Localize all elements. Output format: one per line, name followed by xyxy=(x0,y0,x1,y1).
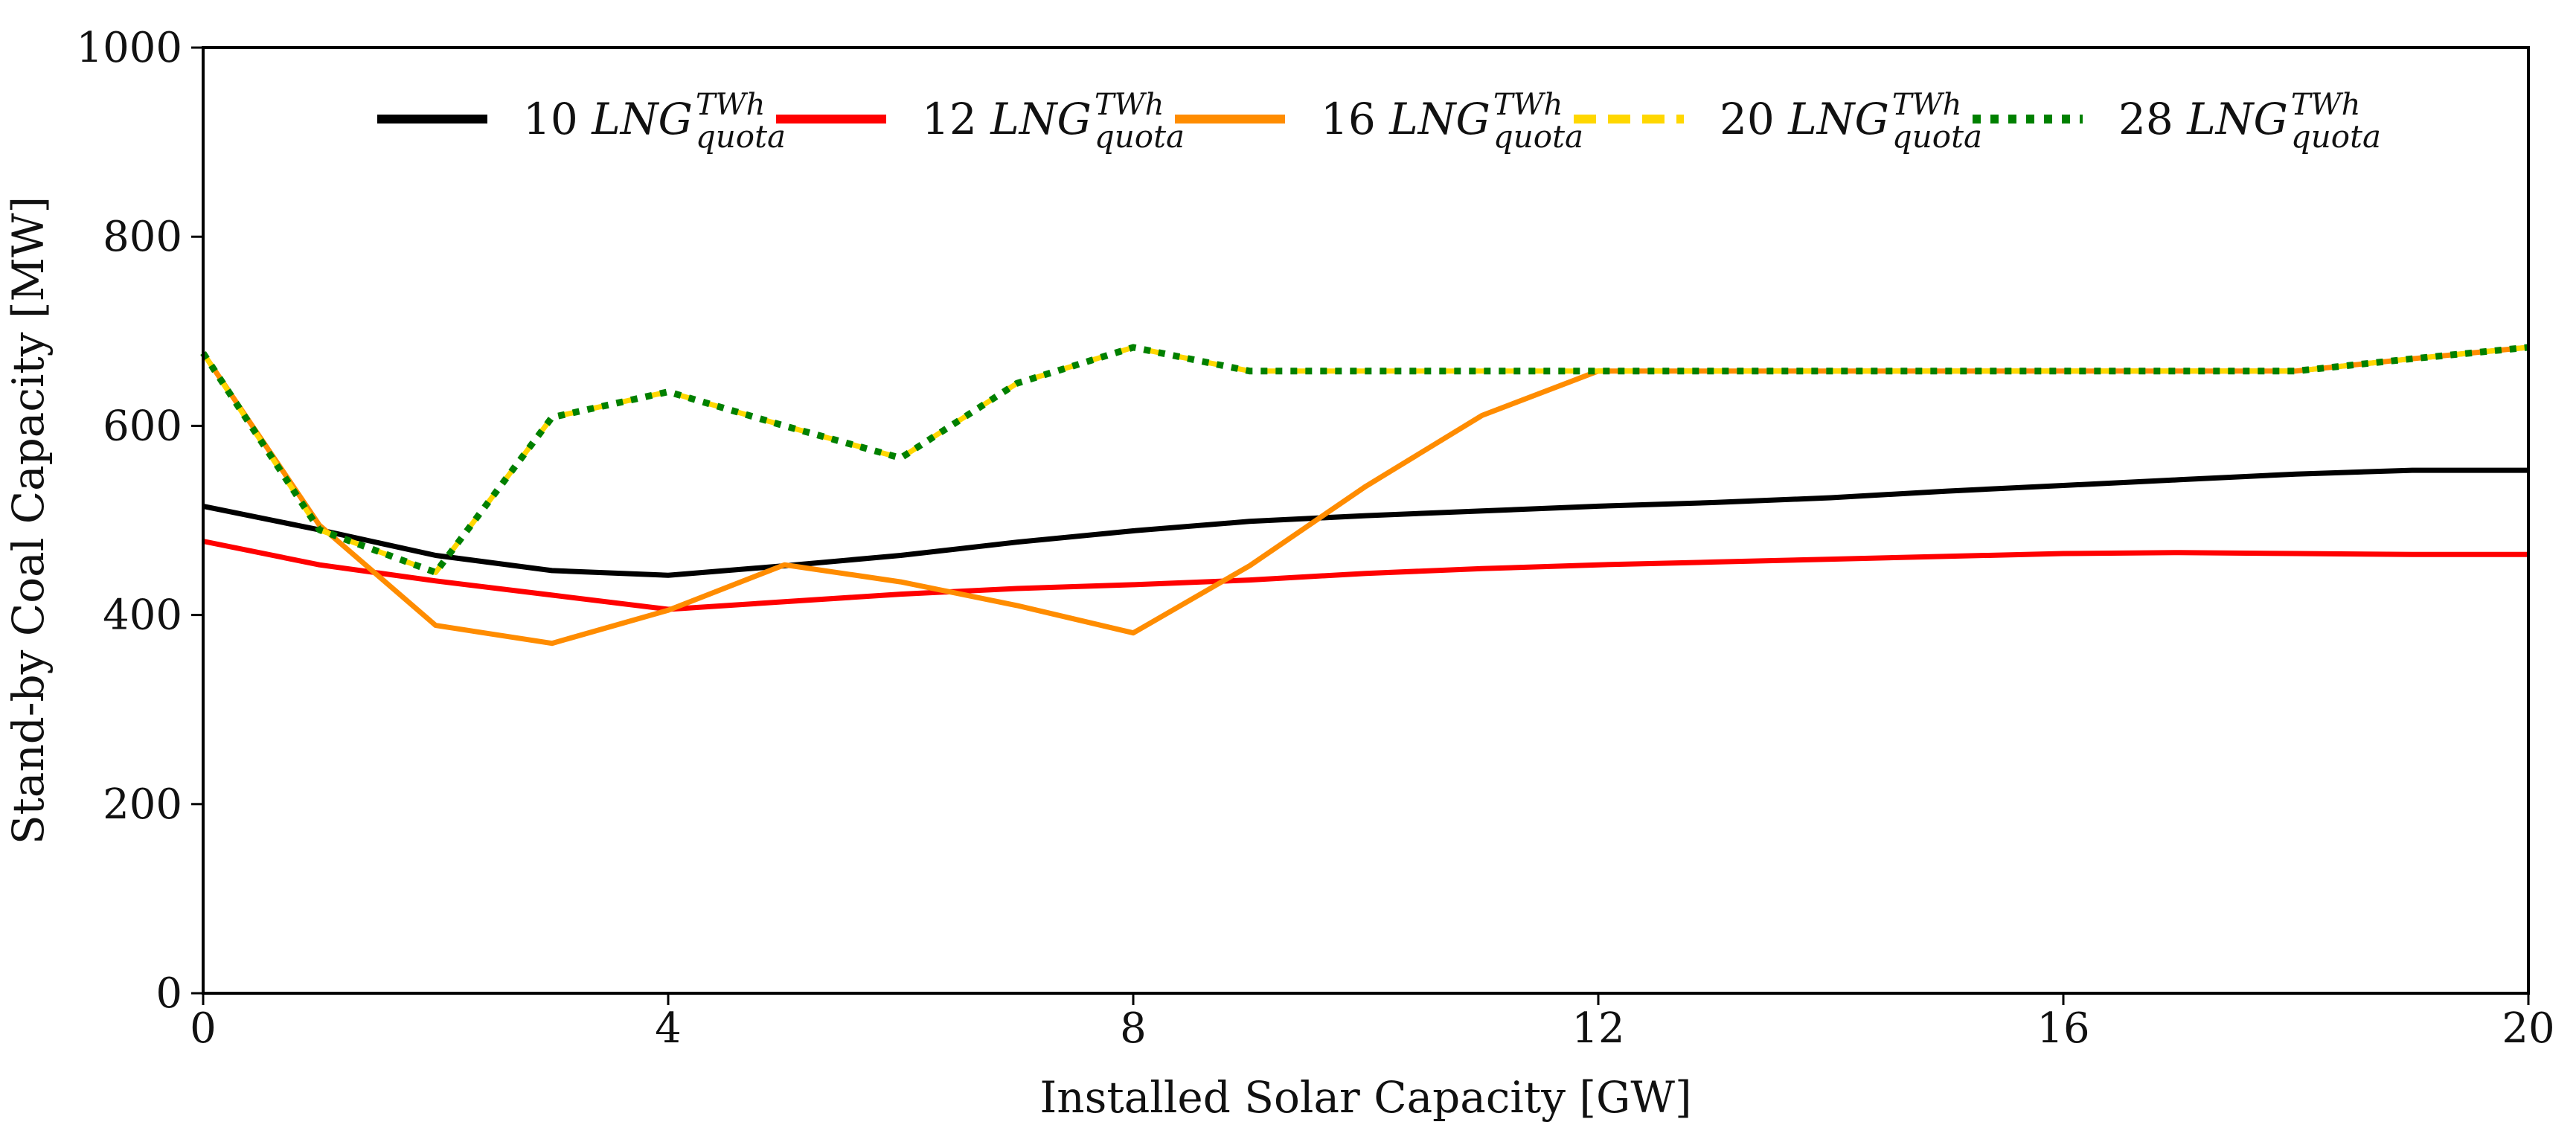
legend-subscript-20: quota xyxy=(1892,118,1982,155)
legend-label-12: 12 LNG xyxy=(922,94,1092,144)
y-axis-label: Stand-by Coal Capacity [MW] xyxy=(3,196,54,844)
x-tick-label: 20 xyxy=(2502,1004,2554,1053)
x-tick-label: 0 xyxy=(190,1004,217,1053)
legend-superscript-20: TWh xyxy=(1892,88,1962,122)
y-tick-label: 200 xyxy=(103,780,182,829)
legend-superscript-10: TWh xyxy=(696,88,766,122)
x-axis-label: Installed Solar Capacity [GW] xyxy=(1039,1072,1691,1123)
x-tick-label: 16 xyxy=(2037,1004,2089,1053)
legend-subscript-28: quota xyxy=(2291,118,2381,155)
series-line-10 xyxy=(202,467,2528,578)
series-line-28 xyxy=(200,344,2529,576)
y-tick-label: 1000 xyxy=(76,24,182,72)
legend-label-16: 16 LNG xyxy=(1321,94,1490,144)
legend-label-10: 10 LNG xyxy=(523,94,693,144)
plot-frame xyxy=(202,46,2530,995)
y-tick-label: 400 xyxy=(103,591,182,640)
y-tick-label: 600 xyxy=(103,402,182,450)
legend-subscript-12: quota xyxy=(1095,118,1185,155)
series-layer xyxy=(200,344,2529,647)
series-line-12 xyxy=(202,539,2528,612)
x-tick-label: 12 xyxy=(1571,1004,1624,1053)
legend-superscript-16: TWh xyxy=(1493,88,1563,122)
legend-subscript-16: quota xyxy=(1493,118,1583,155)
legend-superscript-12: TWh xyxy=(1095,88,1164,122)
legend-label-28: 28 LNG xyxy=(2118,94,2288,144)
y-tick-label: 800 xyxy=(103,213,182,261)
y-tick-label: 0 xyxy=(156,969,182,1018)
legend-subscript-10: quota xyxy=(696,118,786,155)
x-tick-label: 8 xyxy=(1120,1004,1147,1053)
legend-superscript-28: TWh xyxy=(2291,88,2361,122)
x-tick-label: 4 xyxy=(655,1004,682,1053)
legend-label-20: 20 LNG xyxy=(1720,94,1889,144)
